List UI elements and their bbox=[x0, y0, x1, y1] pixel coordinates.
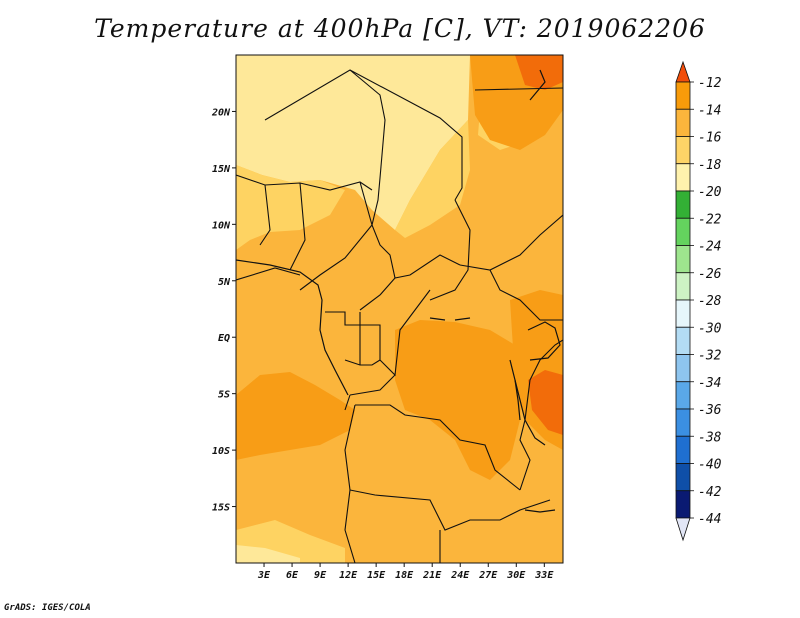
x-tick-label: 15E bbox=[367, 570, 386, 581]
colorbar-label: -16 bbox=[698, 131, 722, 146]
y-tick-label: EQ bbox=[218, 333, 230, 344]
x-tick-label: 6E bbox=[286, 570, 299, 581]
colorbar-bottom-arrow bbox=[675, 517, 691, 542]
coastline-and-lakes bbox=[236, 69, 561, 513]
x-tick-label: 3E bbox=[257, 570, 271, 581]
hot-spot-northeast bbox=[515, 55, 563, 90]
colorbar-swatch bbox=[675, 245, 691, 274]
x-tick-label: 9E bbox=[314, 570, 327, 581]
colorbar-swatch bbox=[675, 463, 691, 492]
colorbar-label: -18 bbox=[698, 158, 722, 173]
country-borders bbox=[236, 69, 563, 563]
colorbar-label: -12 bbox=[698, 76, 722, 91]
x-tick-label: 12E bbox=[339, 570, 358, 581]
colorbar-label: -42 bbox=[698, 485, 722, 500]
colorbar-swatch bbox=[675, 326, 691, 355]
colorbar-label: -26 bbox=[698, 267, 722, 282]
colorbar-label: -22 bbox=[698, 212, 722, 227]
y-tick-label: 10S bbox=[212, 446, 230, 457]
colorbar-label: -36 bbox=[698, 403, 722, 418]
colorbar-label: -38 bbox=[698, 430, 722, 445]
colorbar-swatch bbox=[675, 190, 691, 219]
credit-label: GrADS: IGES/COLA bbox=[4, 603, 91, 613]
map-frame bbox=[235, 54, 564, 564]
x-axis: 3E 6E 9E 12E 15E 18E 21E 24E 27E 30E 33E bbox=[257, 563, 554, 581]
colorbar-swatch bbox=[675, 81, 691, 110]
colorbar-swatch bbox=[675, 108, 691, 137]
warm-region-gabon bbox=[236, 372, 355, 460]
colorbar-label: -14 bbox=[698, 103, 721, 118]
cold-region-west bbox=[236, 165, 345, 250]
y-tick-label: 15N bbox=[212, 164, 231, 175]
x-tick-label: 24E bbox=[450, 570, 470, 581]
y-tick-label: 15S bbox=[212, 503, 230, 514]
colorbar-swatch bbox=[675, 272, 691, 301]
x-tick-label: 33E bbox=[534, 570, 554, 581]
cold-spot-southwest bbox=[236, 545, 300, 563]
x-tick-label: 30E bbox=[506, 570, 526, 581]
map-panel bbox=[236, 55, 563, 563]
x-tick-label: 27E bbox=[478, 570, 498, 581]
x-tick-label: 18E bbox=[395, 570, 414, 581]
colorbar-swatch bbox=[675, 435, 691, 464]
colorbar-swatch bbox=[675, 299, 691, 328]
colorbar-label: -30 bbox=[698, 321, 722, 336]
colorbar-label: -34 bbox=[698, 376, 721, 391]
y-tick-label: 20N bbox=[211, 107, 231, 118]
hot-spot-lake-region bbox=[528, 370, 563, 435]
y-tick-label: 5N bbox=[218, 277, 231, 288]
colorbar-top-arrow bbox=[675, 60, 691, 83]
colorbar-swatch bbox=[675, 217, 691, 246]
colorbar-label: -40 bbox=[698, 458, 722, 473]
colorbar-swatch bbox=[675, 354, 691, 383]
colorbar-label: -32 bbox=[698, 349, 722, 364]
colorbar-swatch bbox=[675, 381, 691, 410]
map-title: Temperature at 400hPa [C], VT: 201906220… bbox=[94, 14, 706, 43]
colorbar-label: -44 bbox=[698, 512, 721, 527]
cold-region-sahel-east bbox=[395, 120, 470, 238]
x-tick-label: 21E bbox=[422, 570, 442, 581]
colorbar-swatch bbox=[675, 163, 691, 192]
y-tick-label: 10N bbox=[212, 220, 231, 231]
colorbar: -12 -14 -16 -18 -20 -22 -24 -26 -28 -30 -32 -34 -36 -… bbox=[675, 60, 722, 542]
y-axis: 20N 15N 10N 5N EQ 5S 10S 15S bbox=[211, 107, 236, 514]
y-tick-label: 5S bbox=[218, 390, 230, 401]
cold-region-north bbox=[236, 55, 470, 230]
colorbar-label: -20 bbox=[698, 185, 722, 200]
warm-region-congo bbox=[395, 320, 522, 480]
colorbar-label: -28 bbox=[698, 294, 722, 309]
colorbar-swatch bbox=[675, 490, 691, 519]
colorbar-swatch bbox=[675, 136, 691, 165]
colorbar-swatch bbox=[675, 408, 691, 437]
colorbar-label: -24 bbox=[698, 240, 721, 255]
